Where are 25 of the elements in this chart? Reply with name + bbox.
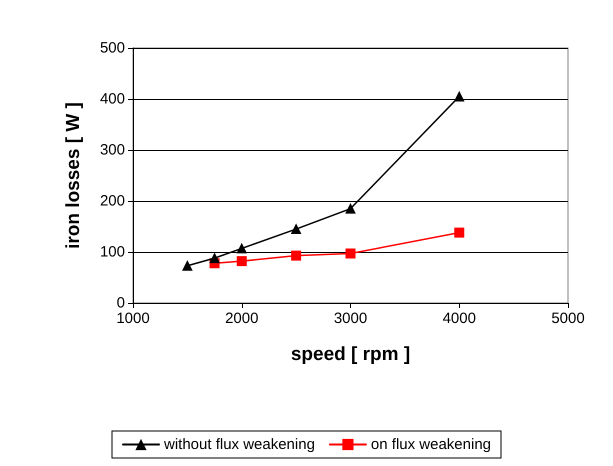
x-tick-label: 5000: [551, 310, 585, 327]
legend-label: on flux weakening: [370, 436, 492, 453]
point: [210, 253, 220, 264]
y-tick-label: 500: [100, 40, 125, 56]
y-tick-label: 400: [100, 90, 125, 108]
point: [454, 228, 464, 238]
y-tick-label: 0: [116, 294, 125, 312]
x-tick-label: 1000: [116, 310, 150, 327]
point: [346, 248, 356, 259]
point: [236, 256, 247, 266]
point: [291, 250, 302, 261]
point: [182, 260, 192, 271]
y-tick-label: 200: [100, 192, 125, 210]
y-axis-title: iron losses [ W ]: [63, 102, 84, 249]
x-axis-title: speed [ rpm ]: [290, 344, 410, 365]
x-tick-label: 3000: [334, 310, 368, 327]
y-tick-label: 300: [100, 142, 125, 158]
point: [346, 204, 356, 214]
x-tick-label: 4000: [442, 310, 476, 327]
point: [236, 243, 247, 254]
y-tick-label: 100: [100, 244, 125, 260]
point: [454, 91, 464, 102]
point: [291, 224, 302, 234]
x-tick-label: 2000: [225, 310, 258, 327]
legend-label: without flux weakening: [163, 436, 315, 453]
